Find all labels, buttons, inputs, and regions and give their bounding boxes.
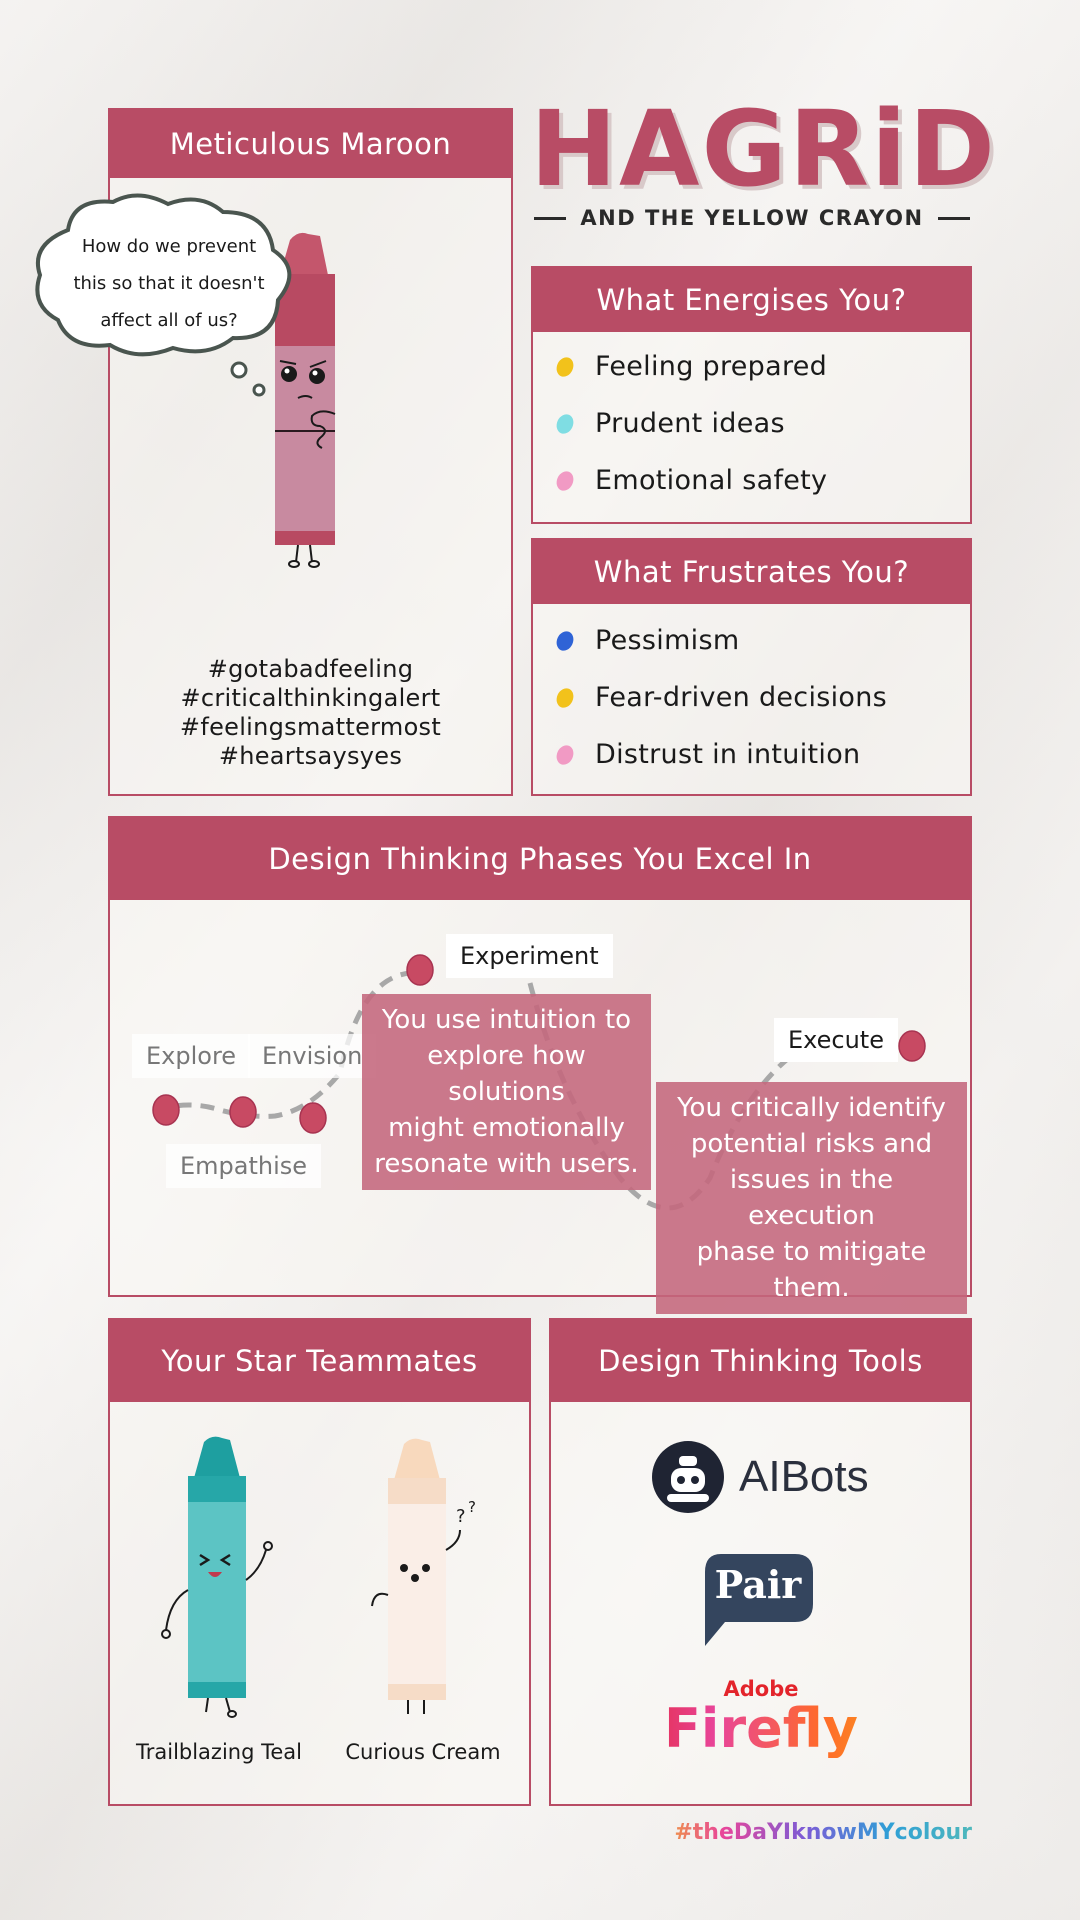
pink-dot-icon: [553, 742, 577, 767]
hashtag: #heartsaysyes: [218, 742, 403, 770]
yellow-dot-icon: [553, 354, 577, 379]
pair-logo: Pair: [701, 1552, 815, 1648]
explore-marker: [152, 1094, 180, 1126]
svg-text:?: ?: [468, 1498, 476, 1516]
tools-card: Design Thinking Tools AIBots Pair Adobe …: [549, 1318, 972, 1806]
list-item: Emotional safety: [553, 452, 946, 509]
thought-line: affect all of us?: [100, 310, 238, 331]
phases-heading: Design Thinking Phases You Excel In: [110, 818, 970, 900]
execute-note: You critically identify potential risks …: [656, 1082, 967, 1314]
list-item: Fear-driven decisions: [553, 669, 946, 726]
cream-crayon-illustration: ? ?: [371, 1438, 476, 1714]
frustrates-list: Pessimism Fear-driven decisions Distrust…: [533, 604, 970, 783]
energises-heading: What Energises You?: [533, 268, 970, 332]
profile-heading: Meticulous Maroon: [110, 110, 511, 178]
hashtag: #criticalthinkingalert: [180, 684, 441, 712]
experiment-marker: [406, 954, 434, 986]
envision-marker: [229, 1096, 257, 1128]
pair-name: Pair: [714, 1562, 802, 1607]
profile-card: Meticulous Maroon #gotabadfeeling #criti…: [108, 108, 513, 796]
energises-list: Feeling prepared Prudent ideas Emotional…: [533, 332, 970, 509]
firefly-name: Firefly: [611, 1700, 911, 1758]
teal-crayon-illustration: [161, 1436, 273, 1718]
list-item: Pessimism: [553, 612, 946, 669]
blue-dot-icon: [553, 628, 577, 653]
phase-explore: Explore: [132, 1034, 251, 1078]
adobe-brand: Adobe: [723, 1677, 799, 1701]
experiment-note: You use intuition to explore how solutio…: [362, 994, 651, 1190]
page-subtitle: AND THE YELLOW CRAYON: [580, 206, 924, 230]
hashtag-list: #gotabadfeeling #criticalthinkingalert #…: [110, 655, 511, 771]
svg-text:?: ?: [456, 1506, 466, 1527]
speech-bubble-icon: [705, 1554, 813, 1646]
phase-envision: Envision: [248, 1034, 377, 1078]
list-item: Feeling prepared: [553, 338, 946, 395]
aibots-logo: AIBots: [651, 1440, 869, 1514]
teammates-heading: Your Star Teammates: [110, 1320, 529, 1402]
frustrates-heading: What Frustrates You?: [533, 540, 970, 604]
subtitle-row: AND THE YELLOW CRAYON: [532, 206, 972, 230]
maroon-crayon-illustration: [275, 232, 336, 568]
subtitle-rule: [937, 216, 970, 220]
list-item: Prudent ideas: [553, 395, 946, 452]
thought-line: How do we prevent: [81, 236, 257, 257]
phases-card: Design Thinking Phases You Excel In Expl…: [108, 816, 972, 1314]
phase-experiment: Experiment: [446, 934, 613, 978]
tools-heading: Design Thinking Tools: [551, 1320, 970, 1402]
firefly-logo: Adobe Firefly: [611, 1678, 911, 1758]
subtitle-rule: [534, 216, 567, 220]
page-title: HAGRiD: [530, 88, 997, 210]
empathise-marker: [299, 1102, 327, 1134]
pink-dot-icon: [553, 468, 577, 493]
hashtag: #feelingsmattermost: [179, 713, 442, 741]
thought-text: How do we prevent this so that it doesn'…: [42, 228, 296, 339]
teammate-name: Curious Cream: [345, 1740, 501, 1764]
robot-icon: [652, 1441, 724, 1513]
frustrates-card: What Frustrates You? Pessimism Fear-driv…: [531, 538, 972, 796]
footer-hashtag: #theDaYIknowMYcolour: [640, 1820, 972, 1845]
cyan-dot-icon: [553, 411, 577, 436]
thought-line: this so that it doesn't: [73, 273, 265, 294]
hashtag: #gotabadfeeling: [207, 655, 414, 683]
list-item: Distrust in intuition: [553, 726, 946, 783]
thought-bubble: [35, 193, 292, 397]
aibots-name: AIBots: [739, 1452, 869, 1501]
phase-execute: Execute: [774, 1018, 898, 1062]
teammates-card: Your Star Teammates ? ? Trailblazing Tea…: [108, 1318, 531, 1806]
execute-marker: [898, 1030, 926, 1062]
phase-empathise: Empathise: [166, 1144, 322, 1188]
teammate-name: Trailblazing Teal: [135, 1740, 302, 1764]
yellow-dot-icon: [553, 685, 577, 710]
energises-card: What Energises You? Feeling prepared Pru…: [531, 266, 972, 524]
